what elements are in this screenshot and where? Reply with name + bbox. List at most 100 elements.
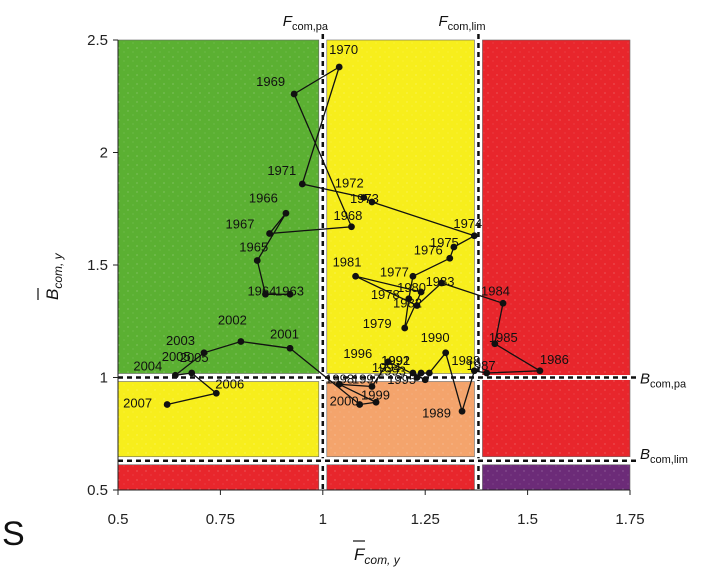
data-point-1983 — [438, 279, 445, 287]
point-label-1973: 1973 — [350, 191, 379, 206]
x-tick-label: 0.75 — [206, 511, 235, 528]
data-point-1968 — [348, 223, 355, 231]
point-label-1999: 1999 — [361, 387, 390, 402]
y-tick-label: 0.5 — [87, 482, 108, 499]
y-tick-label: 1.5 — [87, 257, 108, 274]
data-point-2007 — [163, 401, 171, 408]
zone-texture-4 — [326, 40, 475, 374]
point-label-2005: 2005 — [162, 349, 191, 364]
point-label-1994: 1994 — [372, 360, 401, 375]
point-label-2000: 2000 — [330, 394, 359, 409]
x-axis-label: Fcom, y — [354, 545, 401, 567]
point-label-1964: 1964 — [247, 283, 276, 298]
zone-texture-7 — [482, 40, 630, 457]
data-point-1988 — [470, 367, 478, 375]
data-point-1971 — [298, 180, 306, 188]
point-label-1998: 1998 — [325, 371, 354, 386]
data-point-1973 — [368, 198, 376, 206]
y-tick-label: 1 — [100, 370, 108, 387]
data-point-2006 — [212, 389, 220, 397]
data-point-1996 — [384, 358, 392, 366]
point-label-1968: 1968 — [333, 208, 362, 223]
point-label-1987: 1987 — [467, 358, 496, 373]
point-label-2007: 2007 — [123, 396, 152, 411]
data-point-1991 — [425, 369, 433, 377]
x-tick-label: 0.5 — [108, 511, 129, 528]
data-point-1997 — [368, 383, 376, 390]
point-label-1982: 1982 — [393, 296, 422, 311]
data-point-1979 — [401, 324, 409, 332]
point-label-1986: 1986 — [540, 352, 569, 367]
data-point-1964 — [262, 290, 269, 298]
data-point-1985 — [491, 340, 499, 348]
data-point-1993 — [413, 374, 421, 381]
point-label-1983: 1983 — [426, 274, 455, 289]
risk-zones — [117, 39, 631, 491]
data-point-1972 — [360, 194, 368, 201]
y-axis-label: Bcom, y — [43, 252, 65, 300]
point-label-1981: 1981 — [333, 254, 362, 269]
data-points — [163, 63, 544, 415]
point-label-1972: 1972 — [335, 176, 364, 191]
data-point-1982 — [413, 302, 421, 309]
zone-texture-8 — [482, 464, 630, 490]
point-label-1984: 1984 — [481, 283, 510, 298]
data-point-1974 — [470, 232, 478, 240]
data-point-1963 — [286, 290, 294, 298]
data-point-1969 — [290, 90, 298, 98]
zone-texture-3 — [118, 464, 319, 490]
y-tick-label: 2.5 — [87, 32, 108, 49]
point-label-1977: 1977 — [380, 264, 409, 279]
point-label-1965: 1965 — [239, 240, 268, 255]
point-label-2004: 2004 — [133, 358, 162, 373]
point-label-1975: 1975 — [430, 235, 459, 250]
point-label-1971: 1971 — [267, 163, 296, 178]
point-label-1985: 1985 — [489, 330, 518, 345]
zone-texture-1 — [118, 40, 319, 374]
y-tick-label: 2 — [100, 145, 108, 162]
point-label-1980: 1980 — [397, 280, 426, 295]
x-tick-label: 1.5 — [517, 511, 538, 528]
data-point-1995 — [421, 376, 429, 384]
data-point-1977 — [409, 272, 417, 280]
point-label-1993: 1993 — [377, 364, 406, 379]
point-label-1963: 1963 — [275, 283, 304, 298]
data-point-2004 — [171, 371, 179, 379]
data-point-1986 — [536, 367, 544, 375]
data-point-1981 — [352, 272, 359, 280]
b-com-pa-label: Bcom,pa — [640, 371, 687, 391]
point-label-2002: 2002 — [218, 313, 247, 328]
point-label-1967: 1967 — [226, 217, 255, 232]
data-point-2002 — [237, 338, 245, 345]
x-tick-label: 1.25 — [411, 511, 440, 528]
x-tick-label: 1 — [319, 511, 327, 528]
f-com-pa-label: Fcom,pa — [283, 13, 329, 33]
zone-texture-6 — [326, 464, 475, 490]
point-label-1992: 1992 — [381, 353, 410, 368]
point-label-1988: 1988 — [451, 353, 480, 368]
data-point-1990 — [442, 349, 450, 357]
point-label-2001: 2001 — [270, 326, 299, 341]
data-point-1999 — [372, 398, 380, 406]
axes: 0.5 0.75 1 1.25 1.5 1.75 0.5 1 1.5 2 2.5 — [87, 32, 644, 528]
data-point-1980 — [417, 288, 425, 296]
point-label-1976: 1976 — [414, 242, 443, 257]
b-com-lim-label: Bcom,lim — [640, 446, 688, 466]
data-point-2005 — [188, 369, 196, 377]
data-point-2000 — [356, 401, 364, 408]
data-point-1984 — [499, 299, 507, 307]
point-label-2006: 2006 — [215, 376, 244, 391]
data-point-1998 — [335, 380, 343, 388]
data-point-1976 — [446, 254, 454, 262]
data-point-2001 — [286, 344, 294, 352]
point-label-1969: 1969 — [256, 74, 285, 89]
point-label-2003: 2003 — [166, 333, 195, 348]
point-label-1989: 1989 — [422, 405, 451, 420]
point-label-1990: 1990 — [421, 330, 450, 345]
data-point-1978 — [405, 295, 413, 303]
data-point-1987 — [483, 369, 491, 377]
f-com-lim-label: Fcom,lim — [438, 13, 485, 33]
data-point-1966 — [282, 209, 290, 217]
